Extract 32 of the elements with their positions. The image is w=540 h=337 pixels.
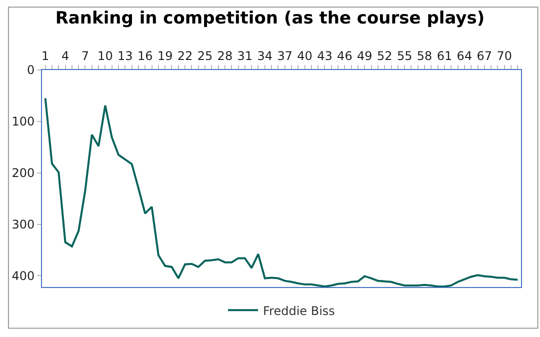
x-tick-label: 61 bbox=[436, 49, 452, 64]
x-tick-label: 7 bbox=[81, 49, 90, 64]
line-series bbox=[44, 97, 519, 287]
x-tick-label: 64 bbox=[456, 49, 472, 64]
x-tick-label: 46 bbox=[337, 49, 352, 64]
x-tick-label: 43 bbox=[317, 49, 332, 64]
y-tick-label: 200 bbox=[12, 166, 35, 180]
y-tick-label: 0 bbox=[26, 63, 35, 78]
x-tick-label: 37 bbox=[277, 49, 292, 64]
x-tick-label: 70 bbox=[496, 49, 512, 64]
y-tick-label: 300 bbox=[12, 217, 35, 232]
x-tick-label: 25 bbox=[197, 49, 213, 64]
x-tick-label: 40 bbox=[297, 49, 312, 64]
x-tick-label: 34 bbox=[257, 49, 273, 64]
x-tick-label: 1 bbox=[42, 49, 50, 64]
x-tick-label: 16 bbox=[137, 49, 153, 64]
legend-label: Freddie Biss bbox=[263, 304, 335, 318]
x-tick-label: 49 bbox=[357, 49, 372, 64]
x-tick-label: 58 bbox=[416, 49, 432, 64]
x-tick-label: 19 bbox=[157, 49, 173, 64]
x-tick-label: 55 bbox=[396, 49, 412, 64]
x-tick-label: 10 bbox=[98, 49, 113, 64]
x-tick-label: 22 bbox=[177, 49, 193, 64]
x-tick-label: 31 bbox=[237, 49, 253, 64]
y-tick-label: 100 bbox=[12, 114, 35, 129]
x-tick-label: 67 bbox=[476, 49, 492, 64]
x-tick-label: 28 bbox=[217, 49, 233, 64]
chart-title: Ranking in competition (as the course plays) bbox=[55, 8, 485, 29]
x-tick-label: 4 bbox=[61, 49, 70, 64]
x-tick-label: 13 bbox=[118, 49, 133, 64]
x-tick-label: 52 bbox=[376, 49, 392, 64]
y-tick-label: 400 bbox=[12, 268, 35, 283]
